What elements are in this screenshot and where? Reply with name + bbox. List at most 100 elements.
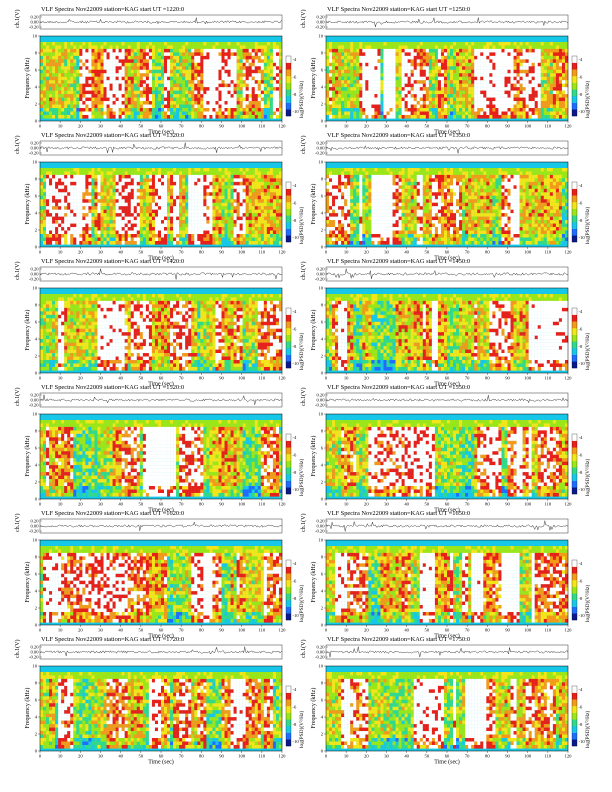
heatmap-cell <box>103 202 107 207</box>
heatmap-cell <box>434 45 439 50</box>
heatmap-cell <box>55 230 59 235</box>
heatmap-cell <box>154 69 159 74</box>
heatmap-cell <box>495 76 499 81</box>
heatmap-cell <box>151 181 156 186</box>
heatmap-cell <box>85 213 89 217</box>
heatmap-cell <box>555 59 560 63</box>
heatmap-cell <box>251 48 255 53</box>
heatmap-cell <box>419 104 423 109</box>
heatmap-cell <box>136 101 140 105</box>
heatmap-cell <box>88 234 92 238</box>
heatmap-cell <box>365 94 369 98</box>
heatmap-cell <box>173 69 177 74</box>
heatmap-cell <box>173 199 177 203</box>
heatmap-cell <box>245 111 249 116</box>
heatmap-cell <box>85 80 89 84</box>
heatmap-cell <box>43 104 47 109</box>
heatmap-cell <box>510 87 514 91</box>
heatmap-cell <box>341 114 345 119</box>
heatmap-cell <box>275 90 280 95</box>
heatmap-cell <box>115 52 119 57</box>
heatmap-cell <box>338 104 342 109</box>
heatmap-cell <box>67 202 71 207</box>
heatmap-cell <box>142 80 147 84</box>
heatmap-cell <box>410 69 414 74</box>
heatmap-cell <box>395 111 399 116</box>
heatmap-cell <box>164 195 168 200</box>
heatmap-cell <box>151 97 156 102</box>
heatmap-cell <box>109 209 113 214</box>
heatmap-cell <box>154 230 159 235</box>
heatmap-cell <box>450 90 454 95</box>
heatmap-cell <box>136 94 140 98</box>
heatmap-cell <box>94 223 98 228</box>
heatmap-cell <box>100 62 104 67</box>
colorbar-segment <box>572 96 577 103</box>
heatmap-cell <box>46 220 50 224</box>
heatmap-cell <box>88 69 92 74</box>
heatmap-cell <box>127 174 131 179</box>
heatmap-cell <box>272 104 277 109</box>
heatmap-cell <box>450 111 454 116</box>
heatmap-cell <box>157 240 162 245</box>
heatmap-cell <box>416 76 420 81</box>
heatmap-cell <box>239 73 243 77</box>
heatmap-cell <box>148 80 153 84</box>
heatmap-cell <box>76 230 80 235</box>
heatmap-cell <box>489 45 493 50</box>
heatmap-cell <box>43 167 47 172</box>
heatmap-cell <box>425 45 429 50</box>
heatmap-cell <box>447 80 451 84</box>
heatmap-cell <box>377 48 381 53</box>
heatmap-cell <box>91 59 95 63</box>
heatmap-cell <box>251 55 255 60</box>
heatmap-cell <box>97 199 101 203</box>
heatmap-cell <box>257 83 261 88</box>
heatmap-cell <box>227 55 231 60</box>
heatmap-cell <box>540 114 544 119</box>
heatmap-cell <box>359 59 363 63</box>
heatmap-cell <box>148 94 153 98</box>
heatmap-cell <box>561 76 566 81</box>
heatmap-cell <box>58 195 62 200</box>
heatmap-cell <box>425 94 429 98</box>
heatmap-cell <box>456 94 460 98</box>
heatmap-cell <box>145 101 150 105</box>
heatmap-cell <box>558 48 563 53</box>
heatmap-cell <box>173 101 177 105</box>
heatmap-cell <box>64 83 68 88</box>
heatmap-cell <box>561 104 566 109</box>
heatmap-cell <box>257 101 261 105</box>
heatmap-cell <box>200 167 204 172</box>
heatmap-cell <box>356 73 360 77</box>
heatmap-cell <box>67 114 71 119</box>
heatmap-cell <box>425 87 429 91</box>
heatmap-cell <box>468 108 472 112</box>
heatmap-cell <box>356 104 360 109</box>
heatmap-cell <box>194 48 198 53</box>
heatmap-cell <box>100 220 104 224</box>
heatmap-cell <box>203 202 207 207</box>
heatmap-cell <box>564 59 569 63</box>
heatmap-cell <box>549 97 554 102</box>
heatmap-cell <box>242 69 246 74</box>
heatmap-cell <box>55 181 59 186</box>
heatmap-cell <box>341 108 345 112</box>
heatmap-cell <box>170 216 174 221</box>
heatmap-cell <box>76 240 80 245</box>
heatmap-cell <box>257 73 261 77</box>
heatmap-cell <box>347 62 351 67</box>
heatmap-cell <box>52 41 56 46</box>
heatmap-cell <box>209 185 213 189</box>
heatmap-cell <box>401 94 405 98</box>
heatmap-cell <box>245 90 249 95</box>
colorbar-segment <box>286 62 291 70</box>
heatmap-cell <box>224 80 228 84</box>
heatmap-cell <box>203 111 207 116</box>
upper-band <box>40 36 282 42</box>
heatmap-cell <box>49 48 53 53</box>
heatmap-cell <box>185 73 189 77</box>
heatmap-cell <box>130 73 134 77</box>
heatmap-cell <box>49 83 53 88</box>
heatmap-cell <box>197 69 201 74</box>
